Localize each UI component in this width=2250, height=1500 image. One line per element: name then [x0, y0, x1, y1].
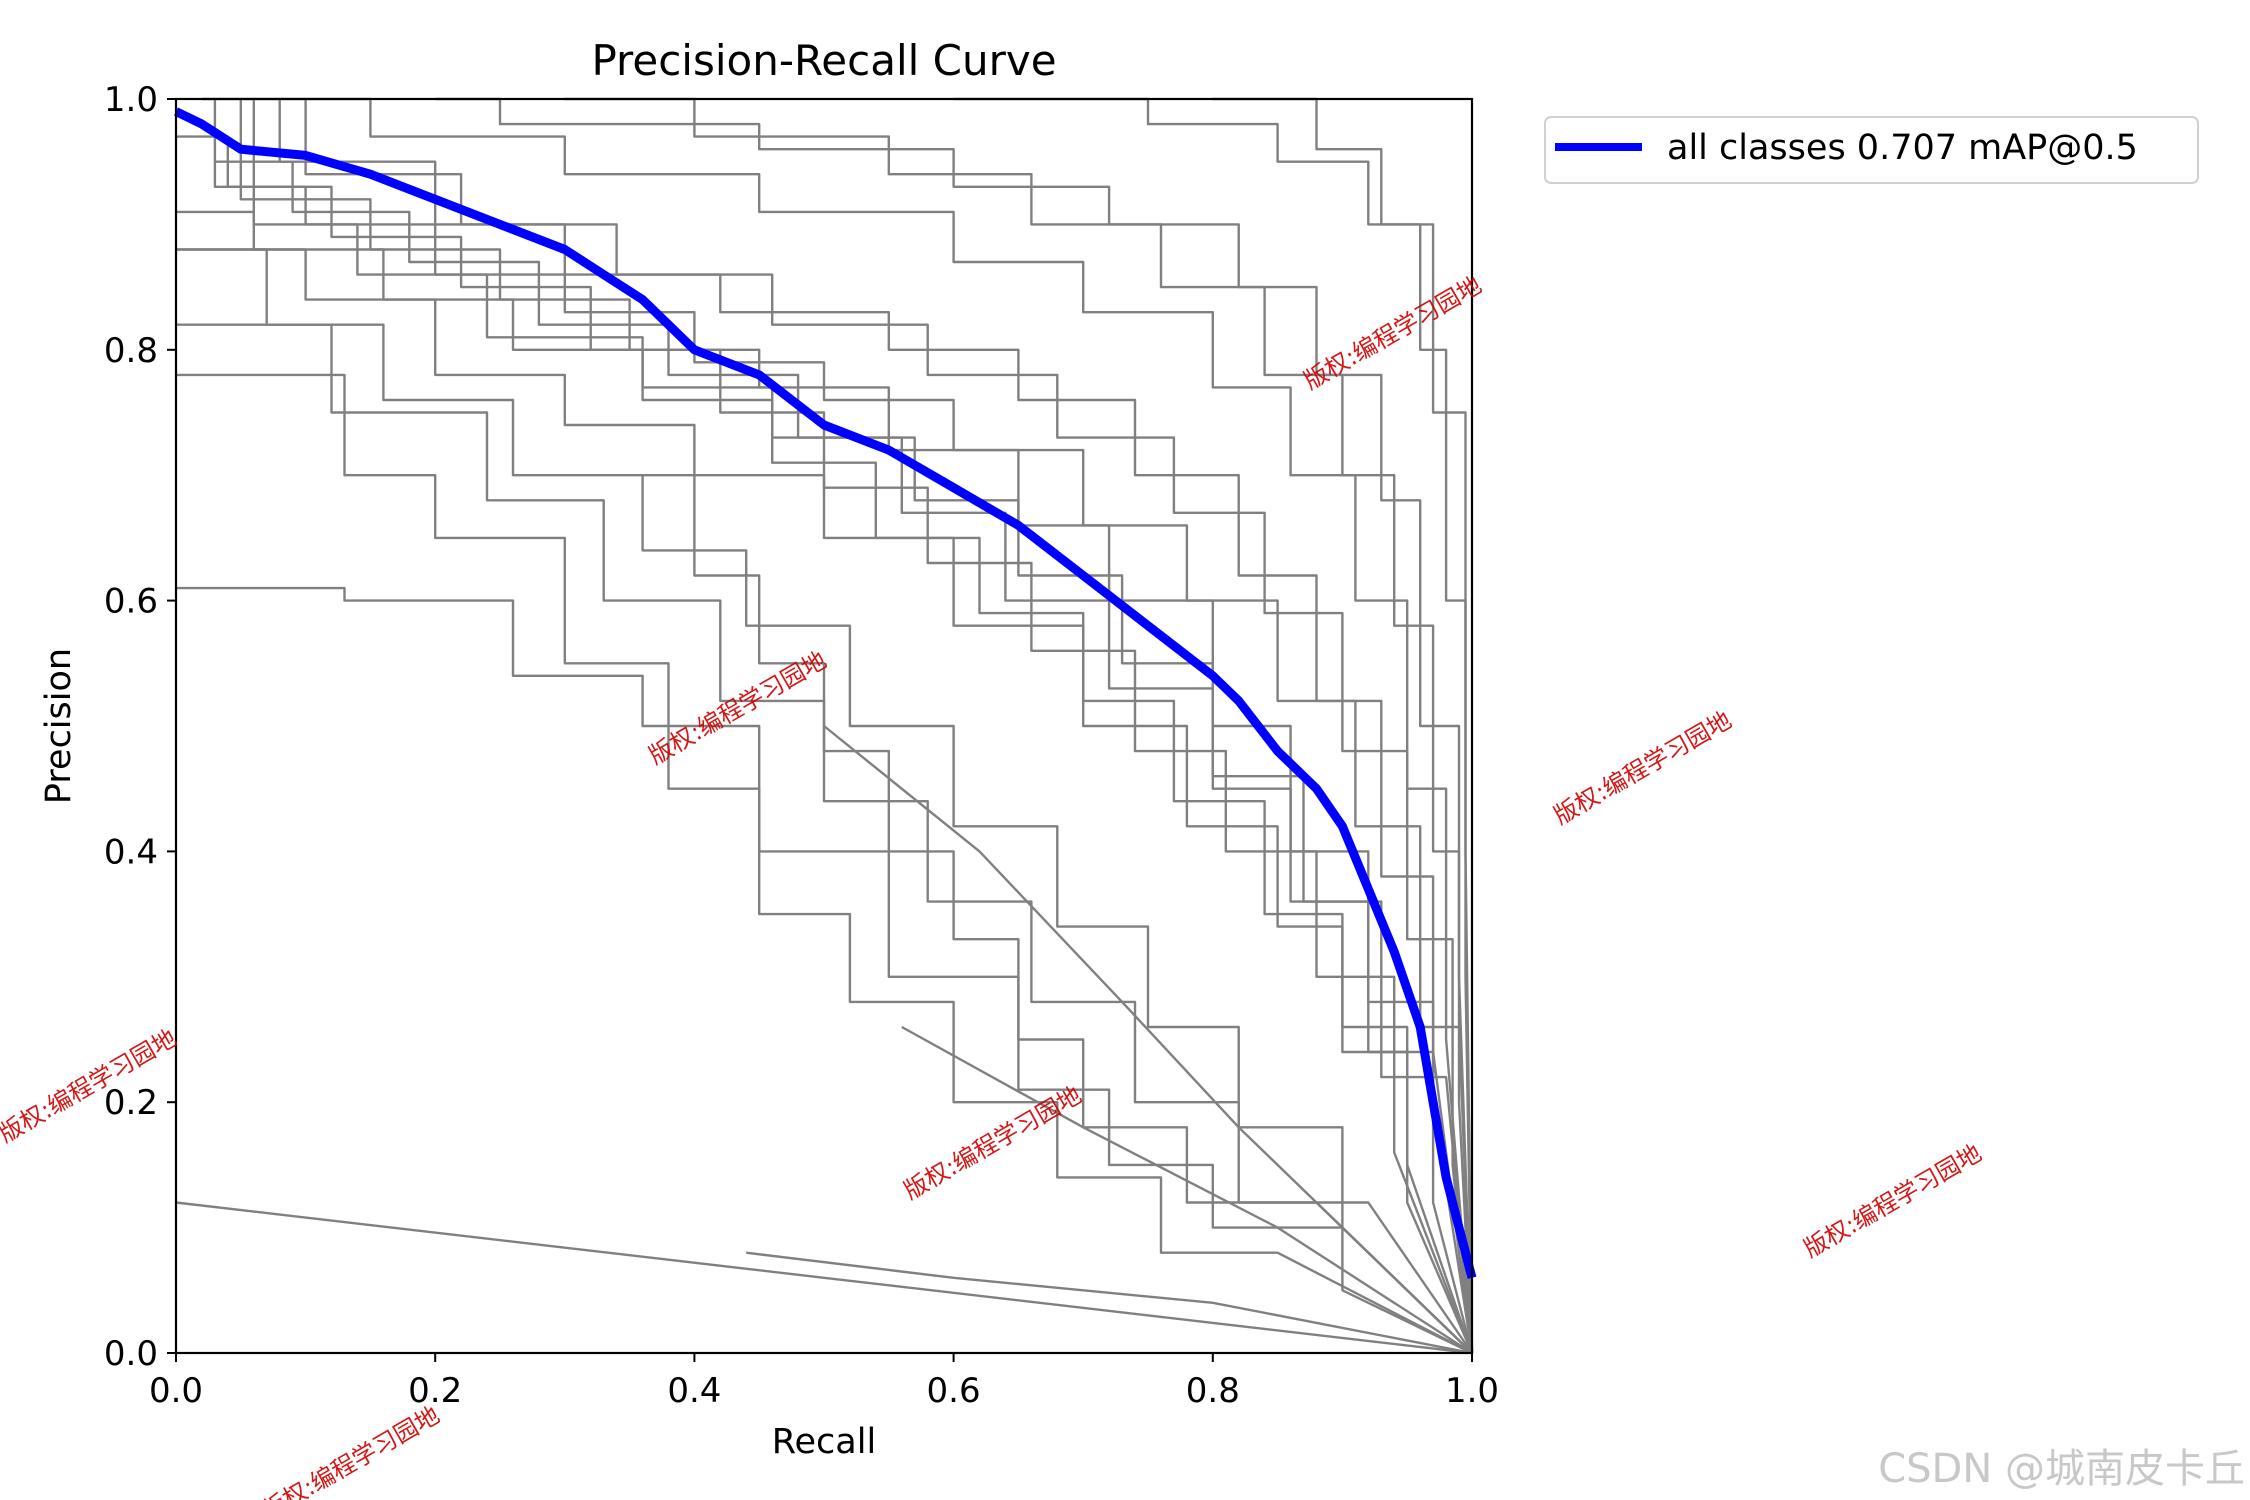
class-curve-class-2	[176, 373, 1473, 1355]
class-curve-class-19	[746, 1251, 1473, 1355]
watermark: 版权:编程学习园地	[644, 646, 831, 770]
class-curve-class-15	[176, 210, 1474, 1354]
x-tick-label: 0.4	[667, 1371, 721, 1411]
csdn-credit: CSDN @城南皮卡丘	[1878, 1446, 2245, 1492]
watermarks: 版权:编程学习园地 版权:编程学习园地 版权:编程学习园地 版权:编程学习园地 …	[0, 271, 1986, 1500]
x-tick-label: 0.2	[408, 1371, 462, 1411]
class-curve-class-17	[564, 97, 1474, 1354]
class-curve-class-21	[901, 1025, 1473, 1355]
x-tick-label: 0.6	[927, 1371, 981, 1411]
class-curve-class-13	[214, 160, 1474, 1354]
y-tick-label: 0.8	[104, 331, 158, 371]
class-curve-class-18	[823, 725, 1473, 1354]
class-curve-class-16	[279, 97, 1474, 1354]
legend-label-all-classes: all classes 0.707 mAP@0.5	[1667, 128, 2138, 168]
class-curve-class-7	[435, 97, 1474, 1354]
watermark: 版权:编程学习园地	[1799, 1139, 1986, 1263]
y-tick-label: 1.0	[104, 80, 158, 120]
x-axis-label: Recall	[772, 1422, 876, 1462]
y-tick-label: 0.0	[104, 1334, 158, 1374]
plot-frame	[174, 97, 1474, 1355]
watermark: 版权:编程学习园地	[257, 1401, 444, 1500]
class-curve-class-9	[176, 248, 1473, 1354]
x-tick-label: 1.0	[1445, 1371, 1499, 1411]
y-axis-label: Precision	[39, 648, 79, 804]
y-tick-label: 0.6	[104, 582, 158, 622]
axis-ticks: 0.0 0.2 0.4 0.6 0.8 1.0 0.0 0.2 0.4 0.6 0.8 1.0	[104, 80, 1499, 1411]
chart-title: Precision-Recall Curve	[591, 36, 1056, 85]
class-curve-class-22	[1212, 97, 1474, 1354]
watermark: 版权:编程学习园地	[1549, 706, 1736, 830]
legend-box	[1544, 116, 2199, 184]
class-curve-class-1	[176, 586, 1473, 1355]
x-tick-label: 0.8	[1186, 1371, 1240, 1411]
pr-curves	[174, 97, 1477, 1355]
y-tick-label: 0.4	[104, 832, 158, 872]
class-curve-class-10	[176, 323, 1473, 1354]
watermark: 版权:编程学习园地	[1299, 271, 1486, 395]
all-classes-curve	[174, 107, 1477, 1279]
class-curve-class-6	[305, 97, 1474, 1354]
class-curve-class-14	[642, 474, 1473, 1354]
class-curve-class-23	[201, 97, 1474, 1354]
legend: all classes 0.707 mAP@0.5	[1544, 116, 2199, 184]
y-tick-label: 0.2	[104, 1083, 158, 1123]
class-curve-class-20	[175, 1201, 1473, 1355]
x-tick-label: 0.0	[149, 1371, 203, 1411]
